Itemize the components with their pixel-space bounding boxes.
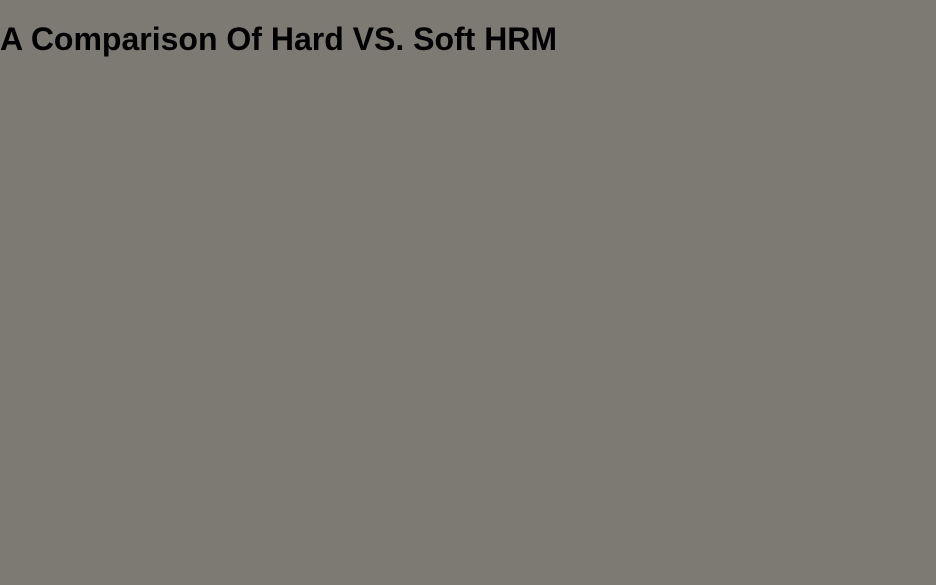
title-line-1: A Comparison Of bbox=[0, 21, 262, 58]
title-line-2: Hard VS. Soft HRM bbox=[270, 21, 558, 58]
banner-title: A Comparison Of Hard VS. Soft HRM bbox=[0, 21, 557, 58]
